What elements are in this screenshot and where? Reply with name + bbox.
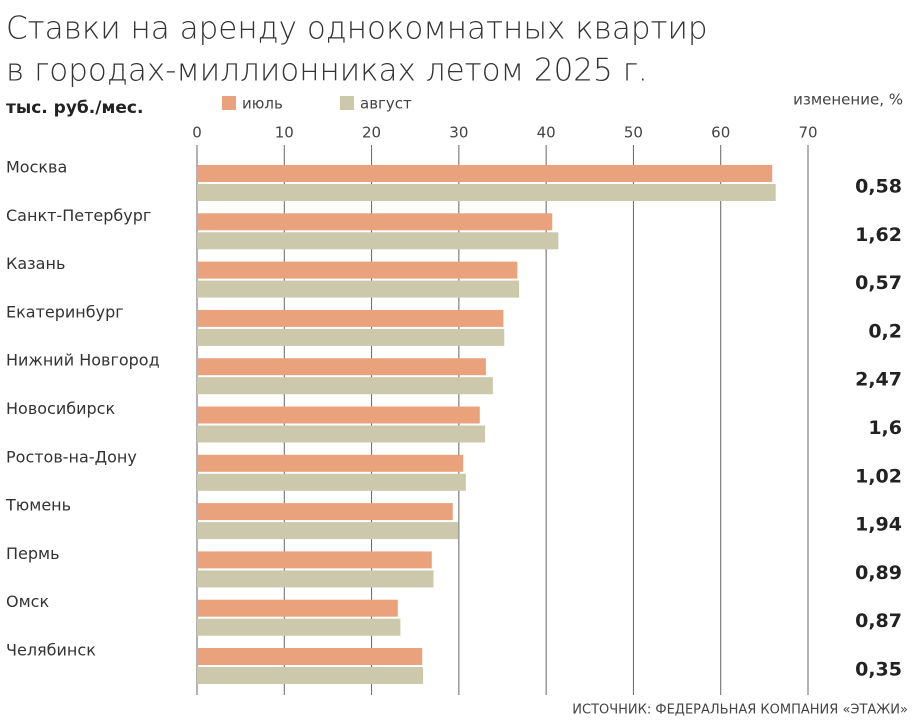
bar [197, 648, 423, 665]
change-title: изменение, % [793, 91, 903, 109]
bar [197, 454, 464, 472]
change-value: 1,94 [855, 514, 902, 536]
change-value: 0,35 [855, 659, 902, 681]
bar [197, 261, 518, 279]
category-label: Тюмень [5, 496, 71, 515]
category-label: Ростов-на-Дону [6, 447, 137, 466]
change-value: 0,58 [855, 176, 902, 198]
category-label: Пермь [6, 544, 60, 563]
bar [197, 165, 773, 182]
category-label: Екатеринбург [6, 302, 124, 321]
legend-label: июль [242, 95, 283, 113]
change-value: 0,89 [855, 562, 902, 584]
change-value: 0,87 [855, 610, 902, 632]
change-value: 2,47 [855, 369, 902, 391]
change-value: 1,02 [855, 465, 902, 487]
bar [197, 406, 480, 424]
category-label: Нижний Новгород [6, 351, 160, 370]
bar [197, 473, 466, 491]
bar [197, 522, 458, 540]
source: ИСТОЧНИК: ФЕДЕРАЛЬНАЯ КОМПАНИЯ «ЭТАЖИ» [572, 703, 908, 718]
chart-title: в городах-миллионниках летом 2025 г. [6, 53, 648, 89]
bar [197, 425, 486, 443]
x-tick-label: 20 [362, 124, 381, 142]
x-tick-label: 0 [192, 124, 202, 142]
x-tick-label: 60 [711, 124, 730, 142]
change-value: 0,2 [868, 320, 902, 342]
bar [197, 280, 520, 298]
x-tick-label: 40 [537, 124, 556, 142]
bar [197, 377, 493, 395]
bar [197, 503, 453, 521]
category-label: Казань [6, 254, 65, 273]
change-value: 1,62 [855, 224, 902, 246]
category-label: Новосибирск [6, 399, 115, 418]
change-value: 0,57 [855, 272, 902, 294]
x-tick-label: 10 [275, 124, 294, 142]
bar [197, 667, 424, 684]
legend-label: август [360, 95, 412, 113]
category-label: Санкт-Петербург [6, 206, 151, 225]
bar [197, 618, 401, 636]
chart-title: Ставки на аренду однокомнатных квартир [6, 11, 708, 47]
unit-label: тыс. руб./мес. [6, 98, 143, 118]
bar [197, 309, 504, 327]
bar [197, 184, 776, 201]
category-label: Омск [6, 592, 49, 611]
bar [197, 232, 559, 250]
bar [197, 599, 398, 617]
change-value: 1,6 [868, 417, 902, 439]
bar [197, 328, 505, 346]
bar [197, 570, 434, 588]
bar [197, 551, 432, 569]
bar [197, 213, 553, 231]
category-label: Москва [6, 158, 67, 177]
x-tick-label: 30 [449, 124, 468, 142]
category-label: Челябинск [6, 641, 96, 660]
x-tick-label: 50 [624, 124, 643, 142]
legend-swatch [222, 96, 236, 110]
bar [197, 358, 486, 376]
x-tick-label: 70 [798, 124, 817, 142]
legend-swatch [340, 96, 354, 110]
